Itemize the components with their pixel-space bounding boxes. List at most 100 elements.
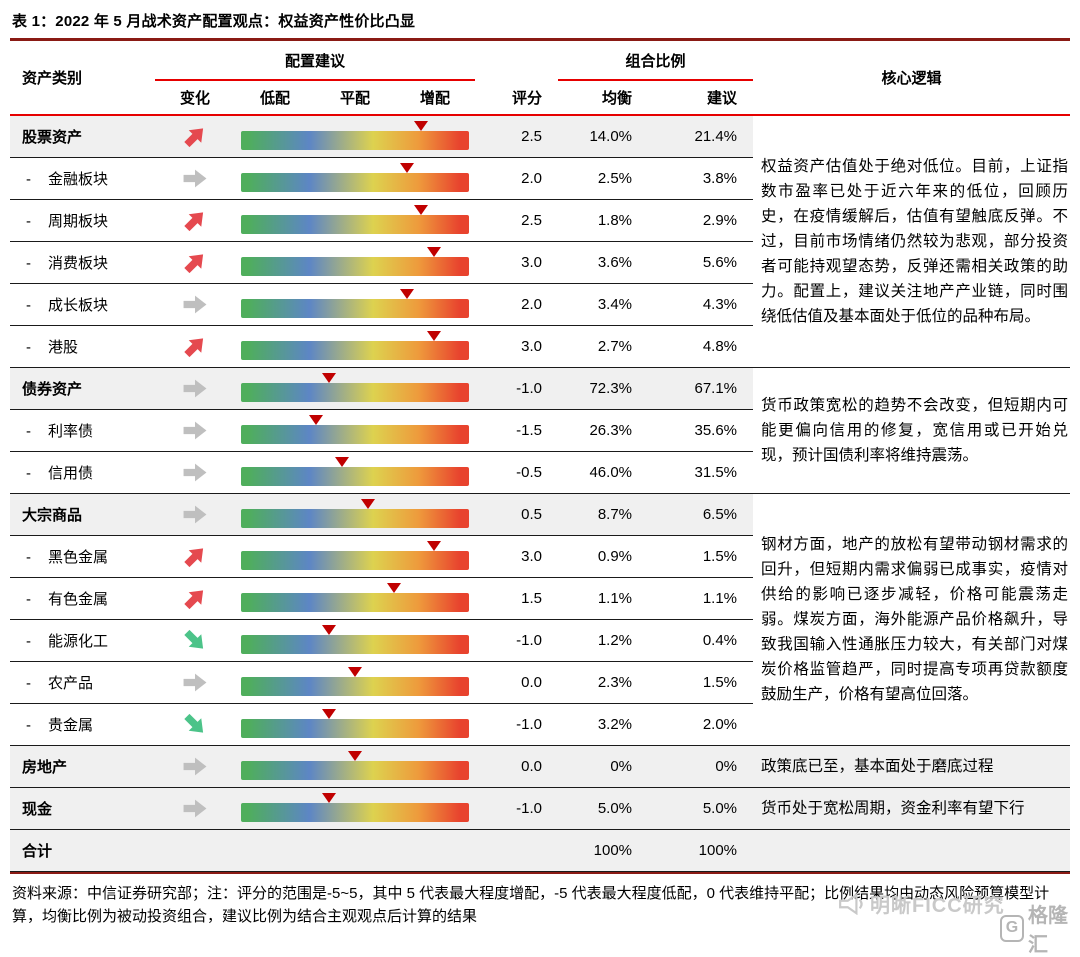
suggested-ratio-value: 31.5% bbox=[648, 451, 754, 494]
trend-flat-arrow-icon bbox=[183, 505, 207, 523]
asset-row: 合计 100% 100% bbox=[10, 829, 1071, 872]
gradient-scale-bar bbox=[241, 424, 470, 444]
allocation-gradient-bar bbox=[241, 162, 470, 194]
asset-row: - 农产品 0.0 2.3% 1.5% bbox=[10, 661, 1070, 704]
suggested-ratio-value: 1.5% bbox=[648, 535, 754, 578]
col-header-core-logic: 核心逻辑 bbox=[753, 41, 1071, 116]
suggested-ratio-value: 0.4% bbox=[648, 619, 754, 662]
score-marker-icon bbox=[426, 246, 441, 257]
trend-flat-arrow-icon bbox=[183, 169, 207, 187]
asset-row: - 能源化工 -1.0 1.2% 0.4% bbox=[10, 619, 1070, 662]
asset-name-cell: - 金融板块 bbox=[10, 157, 155, 200]
asset-name-cell: 合计 bbox=[10, 829, 155, 872]
trend-flat-arrow-icon bbox=[183, 799, 207, 817]
table-header: 资产类别 配置建议 组合比例 核心逻辑 变化 低配 平配 增配 评分 均衡 建议 bbox=[10, 41, 1071, 116]
score-marker-icon bbox=[400, 288, 415, 299]
sub-item-dash: - bbox=[26, 548, 31, 566]
trend-down-arrow-icon bbox=[184, 629, 204, 649]
allocation-bar-cell bbox=[235, 493, 476, 536]
gradient-scale-bar bbox=[241, 634, 470, 654]
suggested-ratio-value: 1.5% bbox=[648, 661, 754, 704]
allocation-bar-cell bbox=[235, 619, 476, 662]
asset-name-cell: - 贵金属 bbox=[10, 703, 155, 746]
allocation-gradient-bar bbox=[241, 414, 470, 446]
suggested-ratio-value: 4.8% bbox=[648, 325, 754, 368]
core-logic-text: 政策底已至，基本面处于磨底过程 bbox=[761, 757, 994, 775]
asset-name-cell: - 有色金属 bbox=[10, 577, 155, 620]
asset-name: 金融板块 bbox=[48, 170, 109, 188]
asset-name: 合计 bbox=[22, 842, 53, 860]
allocation-bar-cell bbox=[235, 829, 476, 872]
asset-name: 周期板块 bbox=[48, 212, 109, 230]
asset-row: - 成长板块 2.0 3.4% 4.3% bbox=[10, 283, 1070, 326]
allocation-gradient-bar bbox=[241, 540, 470, 572]
col-header-overweight: 增配 bbox=[395, 80, 476, 116]
score-marker-icon bbox=[413, 120, 428, 131]
suggested-ratio-value: 5.0% bbox=[648, 787, 754, 830]
gradient-scale-bar bbox=[241, 382, 470, 402]
score-value: 3.0 bbox=[475, 325, 559, 368]
trend-flat-arrow-icon bbox=[183, 463, 207, 481]
allocation-bar-cell bbox=[235, 787, 476, 830]
change-cell bbox=[155, 199, 235, 242]
trend-flat-arrow-icon bbox=[183, 379, 207, 397]
gradient-scale-bar bbox=[241, 340, 470, 360]
trend-up-arrow-icon bbox=[184, 589, 204, 609]
asset-name-cell: - 信用债 bbox=[10, 451, 155, 494]
change-cell bbox=[155, 577, 235, 620]
score-marker-icon bbox=[321, 708, 336, 719]
col-header-balanced: 均衡 bbox=[558, 80, 649, 116]
asset-name: 能源化工 bbox=[48, 632, 109, 650]
sub-item-dash: - bbox=[26, 464, 31, 482]
change-cell bbox=[155, 451, 235, 494]
allocation-gradient-bar bbox=[241, 624, 470, 656]
score-marker-icon bbox=[348, 750, 362, 761]
change-cell bbox=[155, 829, 235, 872]
score-value: 0.5 bbox=[475, 493, 559, 536]
score-marker-icon bbox=[361, 498, 376, 509]
balanced-ratio-value: 2.5% bbox=[558, 157, 649, 200]
change-cell bbox=[155, 409, 235, 452]
gradient-scale-bar bbox=[241, 214, 470, 234]
suggested-ratio-value: 2.9% bbox=[648, 199, 754, 242]
sub-item-dash: - bbox=[26, 590, 31, 608]
core-logic-text: 货币处于宽松周期，资金利率有望下行 bbox=[761, 799, 1025, 817]
asset-name: 利率债 bbox=[48, 422, 94, 440]
asset-name: 有色金属 bbox=[48, 590, 109, 608]
balanced-ratio-value: 100% bbox=[558, 829, 649, 872]
balanced-ratio-value: 14.0% bbox=[558, 115, 649, 158]
sub-item-dash: - bbox=[26, 296, 31, 314]
core-logic-cell: 政策底已至，基本面处于磨底过程 bbox=[753, 745, 1071, 788]
core-logic-text: 权益资产估值处于绝对低位。目前，上证指数市盈率已处于近六年来的低位，回顾历史，在… bbox=[761, 157, 1069, 325]
gradient-scale-bar bbox=[241, 298, 470, 318]
allocation-bar-cell bbox=[235, 409, 476, 452]
asset-name: 股票资产 bbox=[22, 128, 83, 146]
asset-name-cell: - 周期板块 bbox=[10, 199, 155, 242]
suggested-ratio-value: 67.1% bbox=[648, 367, 754, 410]
change-cell bbox=[155, 367, 235, 410]
trend-flat-arrow-icon bbox=[183, 757, 207, 775]
change-cell bbox=[155, 283, 235, 326]
score-marker-icon bbox=[400, 162, 415, 173]
asset-row: - 黑色金属 3.0 0.9% 1.5% bbox=[10, 535, 1070, 578]
allocation-bar-cell bbox=[235, 703, 476, 746]
asset-name: 房地产 bbox=[22, 758, 68, 776]
trend-up-arrow-icon bbox=[184, 547, 204, 567]
asset-row: - 信用债 -0.5 46.0% 31.5% bbox=[10, 451, 1070, 494]
suggested-ratio-value: 35.6% bbox=[648, 409, 754, 452]
gradient-scale-bar bbox=[241, 760, 470, 780]
balanced-ratio-value: 2.3% bbox=[558, 661, 649, 704]
asset-row: 股票资产 2.5 14.0% 21.4% 权益资产估值处于绝对低位。目前，上证指数市盈率… bbox=[10, 115, 1071, 368]
trend-flat-arrow-icon bbox=[183, 295, 207, 313]
suggested-ratio-value: 4.3% bbox=[648, 283, 754, 326]
asset-allocation-table: 资产类别 配置建议 组合比例 核心逻辑 变化 低配 平配 增配 评分 均衡 建议… bbox=[10, 41, 1071, 872]
table-bottom-divider bbox=[10, 871, 1070, 874]
gradient-scale-bar bbox=[241, 550, 470, 570]
asset-name-cell: - 黑色金属 bbox=[10, 535, 155, 578]
balanced-ratio-value: 1.8% bbox=[558, 199, 649, 242]
gradient-scale-bar bbox=[241, 172, 470, 192]
core-logic-cell bbox=[753, 829, 1071, 872]
score-marker-icon bbox=[348, 666, 362, 677]
allocation-gradient-bar bbox=[241, 246, 470, 278]
gradient-scale-bar bbox=[241, 130, 470, 150]
